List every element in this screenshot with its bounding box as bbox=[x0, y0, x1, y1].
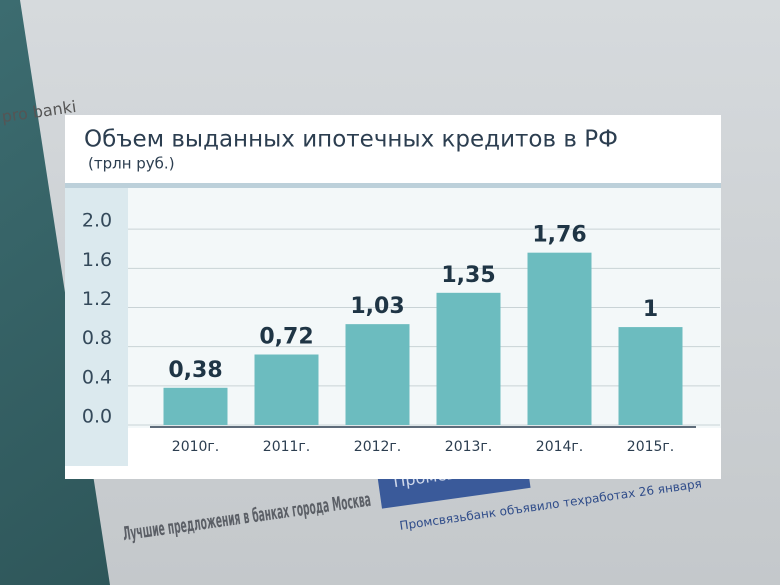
value-label: 1 bbox=[643, 297, 658, 322]
x-tick-label: 2014г. bbox=[536, 439, 583, 455]
header-rule bbox=[65, 183, 721, 188]
y-tick-label: 1.6 bbox=[82, 249, 112, 271]
y-tick-label: 2.0 bbox=[82, 210, 112, 232]
bar bbox=[163, 387, 228, 425]
y-tick-label: 0.4 bbox=[82, 366, 112, 388]
x-tick-label: 2010г. bbox=[172, 439, 219, 455]
value-label: 1,35 bbox=[441, 263, 495, 288]
bar bbox=[345, 324, 410, 425]
value-label: 0,38 bbox=[168, 358, 222, 383]
x-tick-label: 2012г. bbox=[354, 439, 401, 455]
bar bbox=[618, 327, 683, 425]
value-label: 0,72 bbox=[259, 325, 313, 350]
y-tick-label: 0.0 bbox=[82, 406, 112, 428]
chart-title: Объем выданных ипотечных кредитов в РФ bbox=[84, 127, 618, 153]
value-label: 1,76 bbox=[532, 223, 586, 248]
value-label: 1,03 bbox=[350, 294, 404, 319]
y-tick-label: 0.8 bbox=[82, 327, 112, 349]
bar bbox=[254, 354, 319, 425]
axis-panel bbox=[65, 188, 128, 466]
x-tick-label: 2013г. bbox=[445, 439, 492, 455]
x-tick-label: 2015г. bbox=[627, 439, 674, 455]
x-tick-label: 2011г. bbox=[263, 439, 310, 455]
y-tick-label: 1.2 bbox=[82, 288, 112, 310]
bar bbox=[436, 292, 501, 425]
chart-subtitle: (трлн руб.) bbox=[88, 155, 175, 173]
bar bbox=[527, 252, 592, 425]
